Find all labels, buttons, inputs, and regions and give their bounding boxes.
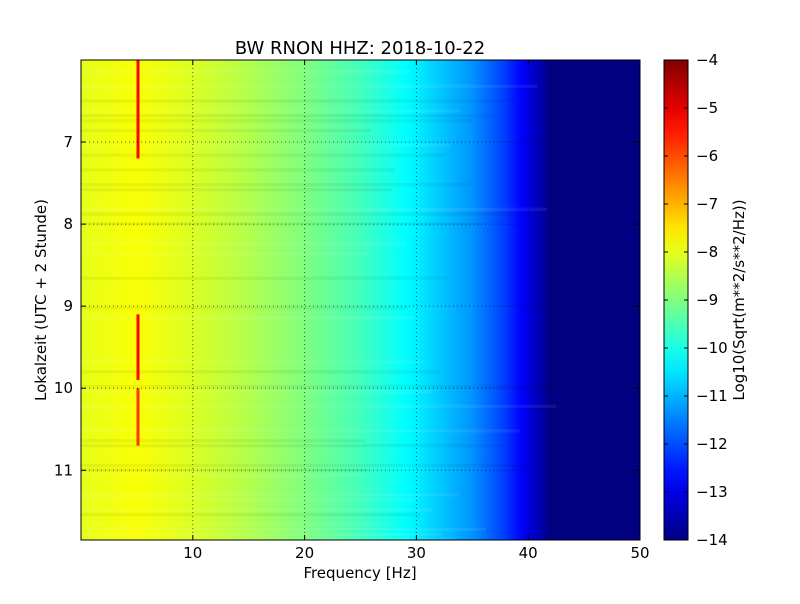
spectral-line-feature <box>136 60 140 159</box>
colorbar-tick-label: −14 <box>696 531 728 549</box>
spectrogram-band <box>81 183 471 187</box>
spectrogram-band <box>81 252 371 256</box>
spectrogram-band <box>81 512 421 517</box>
x-tick-label: 10 <box>183 544 202 562</box>
spectrogram-band <box>81 207 547 211</box>
x-tick-label: 30 <box>407 544 426 562</box>
y-tick-label: 7 <box>63 133 73 151</box>
spectrogram-cutoff-region <box>556 60 640 540</box>
spectrogram-band <box>81 444 503 448</box>
spectrogram-band <box>81 429 521 433</box>
spectral-line-feature <box>136 388 140 446</box>
spectrogram-band <box>81 463 528 467</box>
spectrogram-band <box>81 153 445 157</box>
spectrogram-band <box>81 389 433 394</box>
y-tick-label: 9 <box>63 297 73 315</box>
chart-title: BW RNON HHZ: 2018-10-22 <box>235 38 485 59</box>
colorbar-tick-label: −10 <box>696 339 728 357</box>
spectrogram-band <box>81 119 474 123</box>
spectrogram-band <box>81 212 539 216</box>
spectrogram-band <box>81 527 487 531</box>
plot-frame <box>80 59 641 541</box>
colorbar-tick-label: −13 <box>696 483 728 501</box>
spectrogram-band <box>81 99 518 103</box>
colorbar-tick-label: −9 <box>696 291 718 309</box>
spectrogram-band <box>81 168 395 172</box>
spectrogram-band <box>81 128 371 133</box>
y-tick-label: 11 <box>54 461 73 479</box>
spectrogram-band <box>81 439 366 443</box>
spectrogram-band <box>81 84 538 88</box>
y-tick-label: 10 <box>54 379 73 397</box>
x-tick-label: 20 <box>295 544 314 562</box>
x-tick-label: 50 <box>630 544 649 562</box>
x-tick-label: 40 <box>519 544 538 562</box>
spectrogram-band <box>81 316 415 320</box>
colorbar-label: Log10(Sqrt(m**2/s**2/Hz)) <box>730 199 748 400</box>
spectrogram-band <box>81 306 409 310</box>
spectrogram-band <box>81 404 560 408</box>
spectrogram-band <box>81 537 457 541</box>
spectrogram-band <box>81 508 433 512</box>
spectrogram-band <box>81 384 553 389</box>
spectrogram-band <box>81 468 369 472</box>
spectrogram-band <box>81 143 450 147</box>
spectrogram-band <box>81 498 417 502</box>
spectrogram-band <box>81 69 410 74</box>
spectral-line-feature <box>136 314 140 380</box>
colorbar-tick-label: −12 <box>696 435 728 453</box>
colorbar-tick-label: −11 <box>696 387 728 405</box>
colorbar-tick-label: −6 <box>696 147 718 165</box>
spectrogram-band <box>81 370 440 374</box>
spectrogram-band <box>81 493 460 497</box>
spectrogram-band <box>81 109 461 113</box>
y-axis-label: Lokalzeit (UTC + 2 Stunde) <box>32 199 50 401</box>
x-axis-label: Frequency [Hz] <box>303 564 416 582</box>
colorbar-tick-label: −8 <box>696 243 718 261</box>
colorbar-tick-label: −7 <box>696 195 718 213</box>
spectrogram-band <box>81 522 394 527</box>
spectrogram-band <box>81 276 449 280</box>
spectrogram-image <box>81 60 640 540</box>
colorbar-tick-label: −5 <box>696 99 718 117</box>
colorbar-tick-label: −4 <box>696 51 718 69</box>
spectrogram-band <box>81 473 365 477</box>
spectrogram-band <box>81 114 496 118</box>
spectrogram-band <box>81 242 406 246</box>
spectrogram-band <box>81 188 392 192</box>
y-tick-label: 8 <box>63 215 73 233</box>
spectrogram-band <box>81 360 426 364</box>
spectrogram-band <box>81 532 442 536</box>
